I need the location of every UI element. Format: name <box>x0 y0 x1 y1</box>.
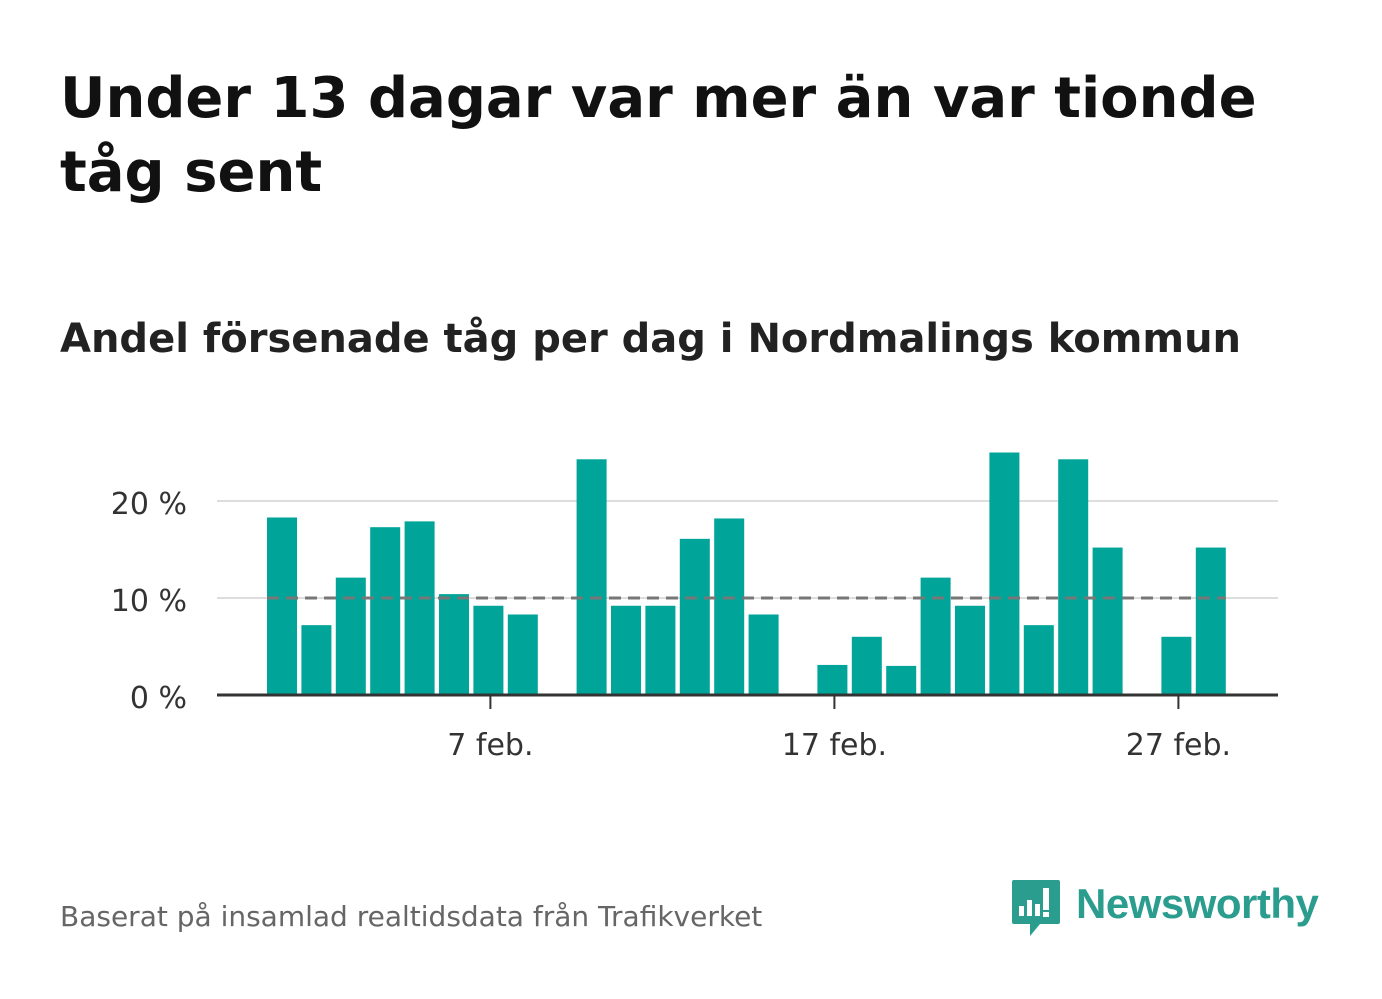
bar <box>851 636 882 695</box>
y-tick-label: 20 % <box>111 487 187 522</box>
bar <box>1058 459 1089 695</box>
chart-subtitle: Andel försenade tåg per dag i Nordmaling… <box>60 316 1242 362</box>
bar <box>404 521 435 695</box>
bar <box>886 665 917 695</box>
bar <box>714 518 745 695</box>
x-tick-label: 27 feb. <box>1126 728 1231 763</box>
bar <box>611 605 641 695</box>
bar <box>576 459 607 695</box>
bar <box>679 538 710 695</box>
bar <box>955 605 985 695</box>
bar <box>1195 547 1226 695</box>
bar <box>645 605 676 695</box>
chart-title: Under 13 dagar var mer än var tionde tåg… <box>60 66 1257 205</box>
logo-text: Newsworthy <box>1076 880 1319 927</box>
bar <box>267 517 297 695</box>
bar <box>473 605 504 695</box>
bar <box>1023 625 1054 695</box>
source-note: Baserat på insamlad realtidsdata från Tr… <box>60 900 763 933</box>
newsworthy-logo: Newsworthy <box>1010 878 1330 942</box>
x-tick-label: 17 feb. <box>782 728 887 763</box>
bar <box>817 664 848 695</box>
bar <box>507 614 538 695</box>
bar <box>1161 636 1192 695</box>
bar <box>920 577 951 695</box>
x-tick-label: 7 feb. <box>447 728 533 763</box>
bar <box>439 594 469 695</box>
bar <box>301 625 332 695</box>
bar <box>335 577 366 695</box>
bar <box>989 452 1020 695</box>
bar <box>370 527 401 695</box>
bar <box>748 614 779 695</box>
bar <box>1092 547 1123 695</box>
y-tick-label: 0 % <box>130 681 187 716</box>
y-tick-label: 10 % <box>111 584 187 619</box>
newsworthy-logo-icon <box>1012 880 1060 936</box>
